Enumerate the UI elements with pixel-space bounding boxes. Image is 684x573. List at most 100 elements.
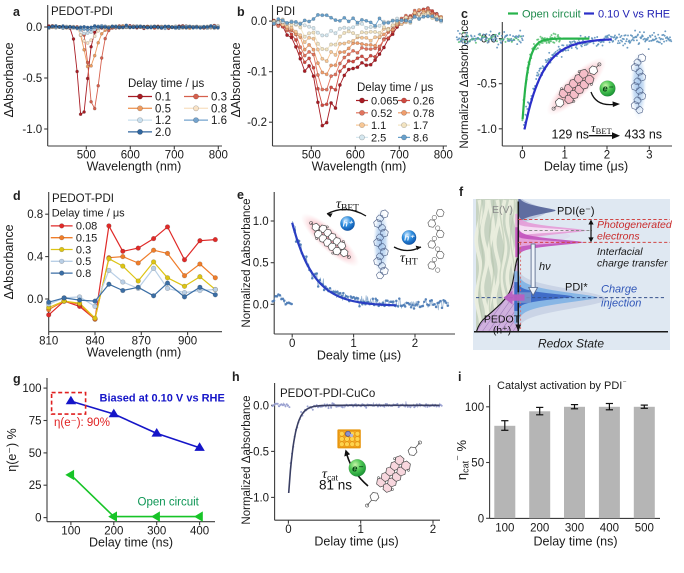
svg-text:-0.5: -0.5	[249, 446, 269, 458]
svg-text:300: 300	[565, 523, 584, 535]
svg-text:h⁺: h⁺	[343, 219, 354, 229]
svg-text:810: 810	[39, 336, 58, 348]
svg-text:-0.2: -0.2	[247, 117, 267, 129]
svg-text:Charge: Charge	[601, 284, 637, 296]
svg-text:0.8: 0.8	[27, 209, 43, 221]
svg-text:Wavelength (nm): Wavelength (nm)	[87, 346, 182, 360]
svg-text:500: 500	[635, 523, 654, 535]
svg-text:f: f	[459, 185, 464, 199]
svg-text:1.7: 1.7	[413, 120, 428, 132]
svg-text:600: 600	[121, 150, 140, 162]
svg-text:0.15: 0.15	[76, 233, 97, 245]
svg-text:e⁻: e⁻	[352, 463, 363, 474]
svg-text:0.78: 0.78	[413, 108, 434, 120]
svg-text:Delay time (ns): Delay time (ns)	[89, 536, 173, 550]
svg-text:0: 0	[478, 513, 484, 525]
svg-text:129 ns: 129 ns	[552, 128, 590, 142]
svg-text:Wavelength (nm): Wavelength (nm)	[312, 160, 407, 174]
svg-text:75: 75	[29, 415, 42, 427]
svg-text:PEDOT-PDI-CuCo: PEDOT-PDI-CuCo	[280, 388, 375, 400]
svg-text:0.0: 0.0	[253, 400, 269, 412]
svg-text:400: 400	[600, 523, 619, 535]
svg-text:0.1: 0.1	[155, 92, 171, 104]
svg-text:Normalized Δabsorbance: Normalized Δabsorbance	[241, 395, 253, 524]
svg-text:81 ns: 81 ns	[319, 478, 352, 493]
svg-text:840: 840	[85, 336, 104, 348]
svg-text:Delay time (ns): Delay time (ns)	[533, 535, 617, 549]
svg-text:Delay time / μs: Delay time / μs	[52, 208, 125, 220]
svg-text:Delay time / μs: Delay time / μs	[357, 82, 434, 94]
svg-text:0: 0	[35, 513, 41, 525]
svg-text:800: 800	[209, 150, 228, 162]
svg-text:0.3: 0.3	[211, 92, 227, 104]
svg-text:g: g	[13, 372, 21, 386]
svg-text:c: c	[461, 7, 468, 21]
svg-text:PDI: PDI	[276, 6, 295, 18]
svg-text:Dealy time (μs): Dealy time (μs)	[317, 349, 401, 363]
svg-text:700: 700	[165, 150, 184, 162]
svg-text:2.5: 2.5	[371, 132, 386, 144]
svg-text:Delay time (μs): Delay time (μs)	[544, 160, 628, 174]
svg-text:Open circuit: Open circuit	[138, 497, 200, 509]
svg-text:0.065: 0.065	[371, 96, 399, 108]
svg-text:η(e⁻) %: η(e⁻) %	[5, 428, 19, 471]
svg-text:Delay time / μs: Delay time / μs	[128, 78, 205, 90]
svg-text:injection: injection	[601, 298, 641, 310]
svg-text:0: 0	[289, 338, 295, 350]
svg-text:Wavelength (nm): Wavelength (nm)	[87, 160, 182, 174]
svg-text:2: 2	[430, 524, 436, 536]
svg-text:Delay time (μs): Delay time (μs)	[314, 535, 398, 549]
svg-text:400: 400	[190, 526, 209, 538]
svg-text:25: 25	[29, 480, 42, 492]
svg-text:2.0: 2.0	[155, 127, 171, 139]
svg-text:-0.5: -0.5	[477, 79, 497, 91]
svg-text:2: 2	[412, 338, 418, 350]
svg-text:0.4: 0.4	[27, 252, 44, 264]
svg-text:50: 50	[471, 458, 484, 470]
svg-text:0.5: 0.5	[253, 258, 269, 270]
svg-text:500: 500	[302, 150, 321, 162]
svg-text:100: 100	[465, 402, 484, 414]
svg-text:0.0: 0.0	[253, 299, 269, 311]
svg-text:0.08: 0.08	[76, 221, 97, 233]
svg-text:0.8: 0.8	[76, 268, 91, 280]
svg-text:0.0: 0.0	[27, 294, 43, 306]
svg-text:1: 1	[561, 150, 567, 162]
svg-text:0.10 V vs RHE: 0.10 V vs RHE	[598, 9, 670, 21]
svg-text:PDI*: PDI*	[565, 282, 588, 294]
svg-text:-0.5: -0.5	[22, 73, 42, 85]
svg-text:PEDOT-PDI: PEDOT-PDI	[51, 6, 113, 18]
svg-text:Redox State: Redox State	[538, 337, 604, 351]
svg-text:hν: hν	[539, 261, 551, 273]
svg-text:0.8: 0.8	[211, 103, 227, 115]
svg-text:PEDOT: PEDOT	[484, 314, 521, 326]
svg-text:100: 100	[61, 526, 80, 538]
svg-text:870: 870	[132, 336, 151, 348]
svg-text:0.52: 0.52	[371, 108, 392, 120]
svg-text:charge transfer: charge transfer	[597, 258, 668, 270]
svg-text:0.0: 0.0	[26, 22, 42, 34]
svg-text:100: 100	[22, 383, 41, 395]
svg-text:e⁻: e⁻	[603, 84, 614, 94]
svg-text:1.2: 1.2	[155, 115, 171, 127]
svg-text:0.26: 0.26	[413, 96, 434, 108]
svg-text:-1.0: -1.0	[249, 492, 269, 504]
svg-text:electrons: electrons	[597, 231, 640, 243]
svg-text:e: e	[237, 188, 244, 202]
svg-text:0.5: 0.5	[76, 256, 91, 268]
svg-text:h⁺: h⁺	[404, 233, 415, 243]
svg-text:η(e⁻): 90%: η(e⁻): 90%	[54, 417, 110, 429]
svg-text:0.0: 0.0	[251, 16, 267, 28]
svg-text:-1.0: -1.0	[22, 124, 42, 136]
svg-text:Normalized Δabsorbance: Normalized Δabsorbance	[459, 19, 471, 148]
svg-text:Normalized Δabsorbance: Normalized Δabsorbance	[241, 198, 253, 327]
svg-text:433 ns: 433 ns	[625, 128, 663, 142]
svg-text:Catalyst activation by PDI: Catalyst activation by PDI	[497, 380, 622, 392]
svg-text:a: a	[13, 5, 21, 19]
svg-text:300: 300	[147, 526, 166, 538]
svg-text:0: 0	[285, 524, 291, 536]
svg-text:⁻: ⁻	[623, 379, 627, 388]
svg-text:100: 100	[495, 523, 514, 535]
svg-text:-0.1: -0.1	[247, 67, 267, 79]
svg-text:b: b	[237, 5, 245, 19]
